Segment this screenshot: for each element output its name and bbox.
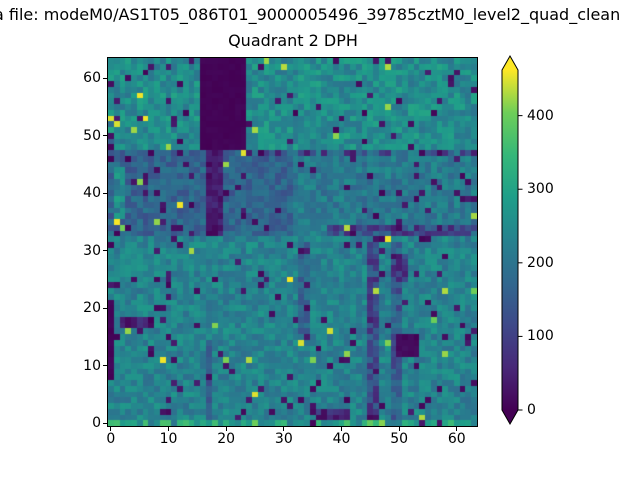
x-tick-label: 30: [274, 431, 293, 447]
x-tick-mark: [283, 427, 285, 431]
heatmap-canvas: [108, 58, 477, 426]
colorbar-extend-min-arrow: [502, 410, 518, 424]
x-tick-mark: [168, 427, 170, 431]
x-tick-label: 20: [217, 431, 236, 447]
y-tick-mark: [103, 422, 107, 424]
y-tick-mark: [103, 250, 107, 252]
x-tick-mark: [398, 427, 400, 431]
colorbar-tick-label: 400: [527, 107, 554, 124]
colorbar-outline: [501, 54, 519, 426]
y-tick-mark: [103, 135, 107, 137]
y-tick-label: 0: [92, 415, 101, 432]
figure-suptitle: a file: modeM0/AS1T05_086T01_9000005496_…: [0, 5, 621, 24]
y-tick-mark: [103, 365, 107, 367]
x-tick-label: 10: [159, 431, 178, 447]
colorbar-tick-label: 100: [527, 328, 554, 345]
y-tick-label: 20: [83, 300, 101, 317]
x-tick-mark: [341, 427, 342, 431]
y-tick-mark: [103, 192, 107, 194]
x-tick-label: 50: [390, 431, 409, 447]
y-tick-label: 30: [83, 242, 101, 259]
axes-title: Quadrant 2 DPH: [228, 31, 358, 50]
y-tick-label: 60: [83, 70, 101, 87]
x-tick-mark: [110, 427, 112, 431]
colorbar-gradient: [502, 70, 518, 410]
x-tick-label: 0: [106, 431, 116, 447]
x-tick-mark: [456, 427, 458, 431]
y-tick-label: 50: [83, 127, 101, 144]
y-tick-mark: [103, 77, 107, 79]
colorbar-tick-label: 0: [527, 402, 536, 418]
colorbar-extend-max-arrow: [502, 56, 518, 70]
x-tick-mark: [225, 427, 227, 431]
x-tick-label: 60: [447, 431, 466, 447]
axes-frame: [107, 57, 478, 427]
y-tick-mark: [103, 307, 107, 309]
x-tick-label: 40: [332, 431, 351, 447]
colorbar-ticks: [518, 115, 523, 411]
y-tick-label: 10: [83, 357, 101, 374]
colorbar-tick-label: 200: [527, 254, 554, 271]
colorbar-tick-label: 300: [527, 181, 554, 198]
y-tick-label: 40: [83, 185, 101, 202]
